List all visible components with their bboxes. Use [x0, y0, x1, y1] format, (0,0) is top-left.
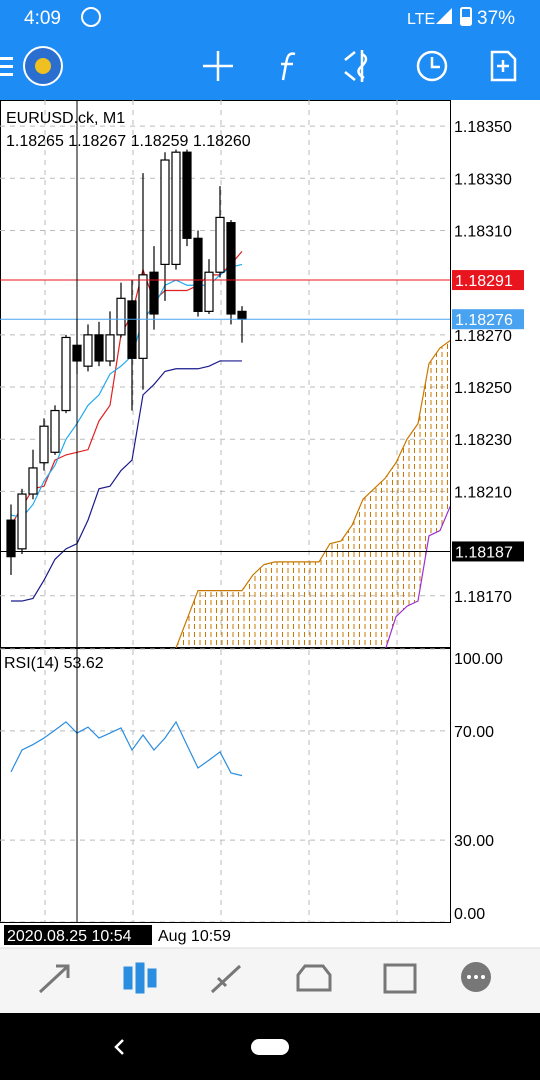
y-tick-label: 1.18210 — [454, 484, 512, 501]
rsi-tick-label: 0.00 — [454, 906, 485, 923]
battery-level — [462, 17, 470, 24]
ohlc-header: 1.18265 1.18267 1.18259 1.18260 — [6, 133, 251, 150]
symbol-label: EURUSD.ck, M1 — [6, 110, 125, 127]
history-tab[interactable] — [296, 964, 332, 992]
candle-body — [193, 237, 203, 312]
candle-body — [116, 297, 126, 336]
candle-body — [138, 274, 148, 359]
status-time: 4:09 — [24, 8, 61, 29]
y-tick-label: 1.18230 — [454, 432, 512, 449]
price-plot — [0, 125, 450, 648]
indicator-line — [10, 263, 243, 519]
rsi-tick-label: 70.00 — [454, 724, 494, 741]
rsi-line — [10, 720, 243, 777]
candle-body — [160, 159, 170, 265]
rsi-title: RSI(14) 53.62 — [4, 655, 104, 672]
y-tick-label: 1.18350 — [454, 119, 512, 136]
battery-icon — [460, 7, 472, 26]
rsi-tick-label: 100.00 — [454, 651, 503, 668]
crosshair-price-box — [452, 541, 524, 562]
rsi-tick-label: 30.00 — [454, 833, 494, 850]
quotes-tab[interactable] — [38, 964, 70, 994]
y-tick-label: 1.18310 — [454, 223, 512, 240]
y-tick-label: 1.18170 — [454, 589, 512, 606]
candle-body — [39, 425, 49, 464]
x-label: Aug 10:59 — [158, 928, 231, 945]
candle-body — [17, 493, 27, 550]
candle-body — [28, 467, 38, 495]
crosshair-button[interactable] — [203, 51, 233, 81]
crosshair-price: 1.18187 — [455, 544, 513, 561]
candle-body — [61, 336, 71, 412]
candle-body — [171, 151, 181, 266]
price-label-box — [452, 270, 524, 291]
header-bar — [0, 0, 540, 100]
whatsapp-icon — [81, 7, 101, 27]
candle-body — [215, 216, 225, 273]
status-battery: 37% — [477, 8, 515, 29]
crosshair-time-box — [4, 925, 152, 945]
news-tab[interactable] — [383, 963, 417, 994]
new-order-button[interactable] — [490, 50, 517, 82]
chart-tab[interactable] — [123, 962, 157, 994]
candle-body — [6, 519, 16, 558]
candle-body — [182, 151, 192, 239]
candle-body — [50, 409, 60, 453]
indicators-button[interactable] — [281, 52, 296, 81]
status-network: LTE — [407, 11, 435, 28]
chat-tab[interactable] — [461, 962, 491, 992]
candle-body — [105, 334, 115, 362]
y-tick-label: 1.18270 — [454, 328, 512, 345]
price-label-box — [452, 309, 524, 330]
candle-body — [204, 271, 214, 312]
bottom-nav — [0, 948, 540, 1013]
candle-body — [94, 334, 104, 362]
cloud-span-b — [385, 505, 450, 648]
y-tick-label: 1.18250 — [454, 380, 512, 397]
price-label: 1.18291 — [455, 273, 513, 290]
price-label: 1.18276 — [455, 312, 513, 329]
menu-button[interactable] — [0, 57, 13, 76]
crosshair-time: 2020.08.25 10:54 — [7, 928, 132, 945]
history-button[interactable] — [416, 50, 448, 82]
y-tick-label: 1.18330 — [454, 171, 512, 188]
cloud-fill — [176, 340, 450, 648]
signal-icon — [436, 8, 452, 24]
indicator-line — [11, 360, 242, 602]
app-logo-core — [35, 58, 51, 74]
trade-button[interactable] — [344, 50, 368, 82]
candle-body — [149, 271, 159, 315]
candle-body — [83, 334, 93, 367]
candle-body — [237, 310, 247, 320]
home-button[interactable] — [251, 1039, 289, 1055]
trade-tab[interactable] — [210, 964, 242, 994]
rsi-plot — [0, 648, 450, 922]
axis: 1.18350 1.18330 1.18310 1.18270 1.18250 1.182… — [452, 119, 524, 923]
candle-body — [127, 300, 137, 359]
candle-body — [226, 222, 236, 315]
cloud-span-a — [175, 340, 450, 648]
back-button[interactable] — [114, 1039, 124, 1055]
